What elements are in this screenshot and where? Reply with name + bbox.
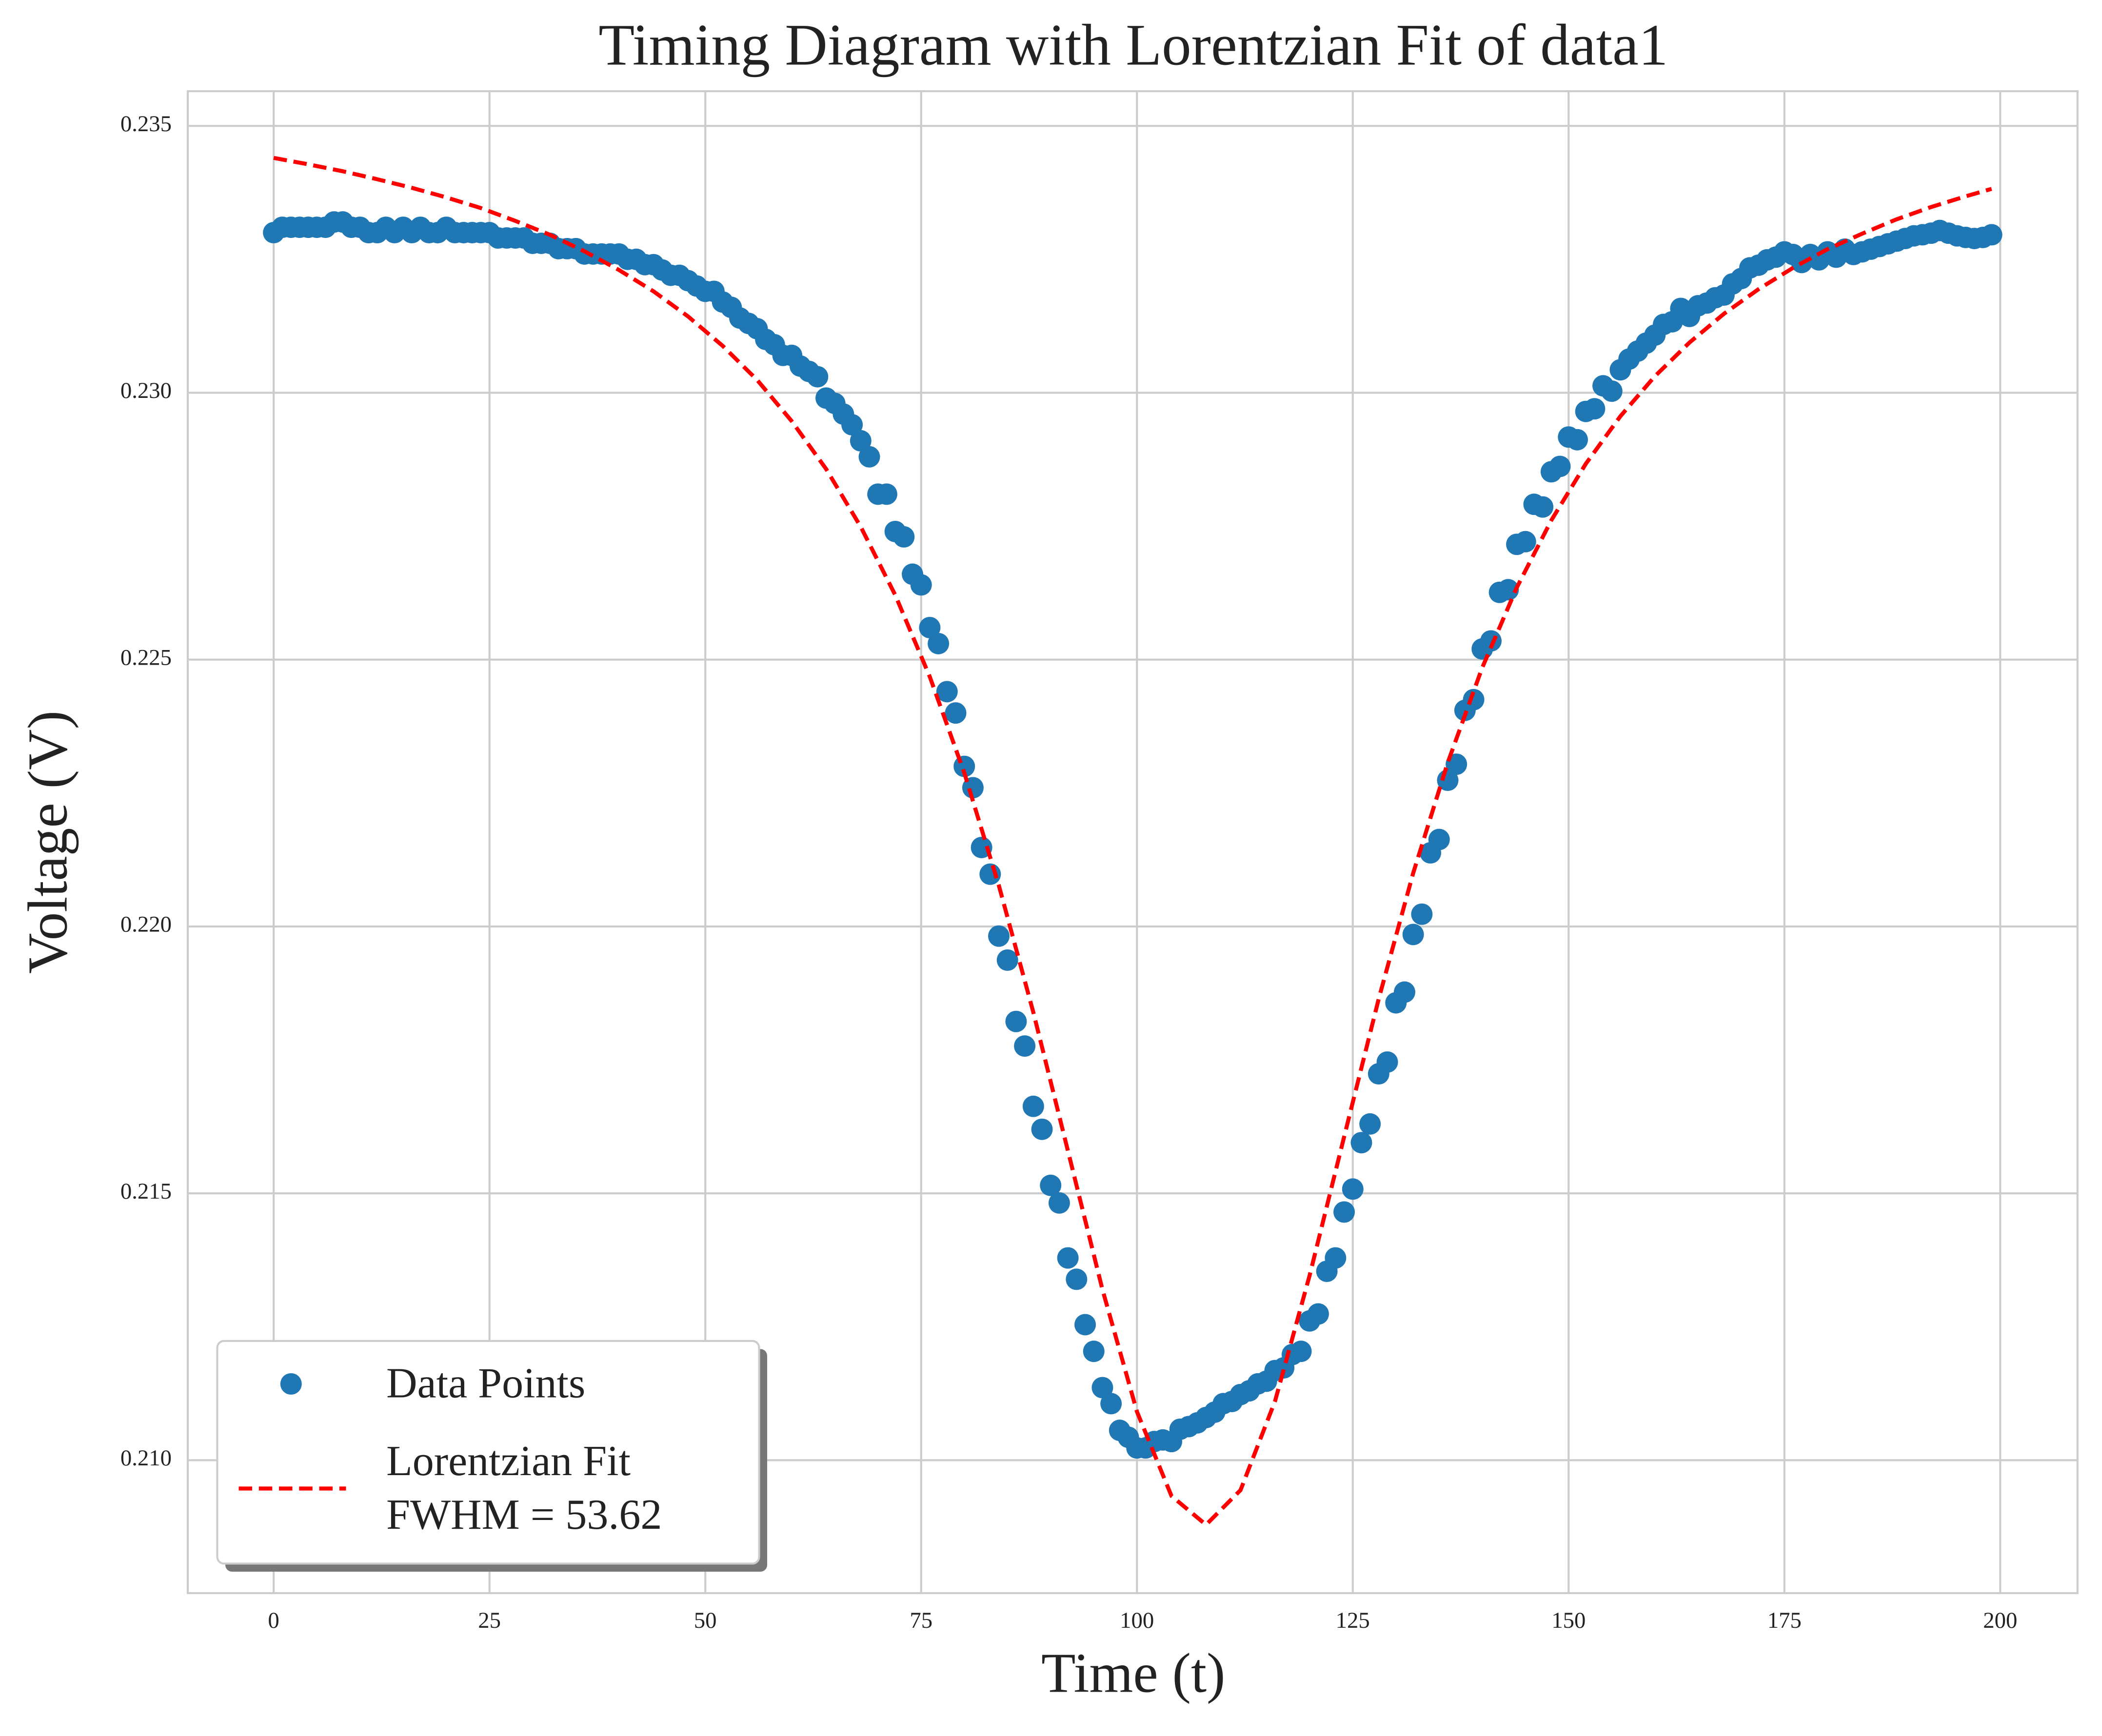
data-point	[1290, 1341, 1312, 1362]
legend-item: Lorentzian Fit FWHM = 53.62	[386, 1436, 662, 1539]
data-point	[841, 414, 863, 436]
data-point	[1333, 1201, 1355, 1223]
y-tick-label: 0.210	[120, 1445, 172, 1471]
data-point	[1601, 380, 1623, 402]
data-point	[1325, 1247, 1347, 1269]
data-point	[1981, 224, 2003, 246]
data-point	[988, 925, 1010, 947]
data-point	[919, 616, 941, 638]
data-point	[1411, 903, 1433, 925]
data-point	[1402, 924, 1424, 946]
data-point	[910, 574, 932, 596]
data-point	[1066, 1268, 1088, 1290]
x-tick-label: 175	[1767, 1608, 1802, 1633]
y-tick-label: 0.230	[120, 378, 172, 403]
data-point	[1031, 1118, 1053, 1140]
y-tick-label: 0.235	[120, 111, 172, 137]
y-tick-label: 0.220	[120, 912, 172, 937]
data-point	[1463, 689, 1485, 710]
data-point	[1350, 1132, 1372, 1154]
data-point	[928, 632, 950, 654]
x-tick-label: 50	[694, 1608, 717, 1633]
data-point	[1393, 981, 1415, 1003]
data-point	[850, 430, 872, 452]
x-axis-label: Time (t)	[1041, 1641, 1226, 1704]
data-point	[1307, 1303, 1329, 1325]
chart-title: Timing Diagram with Lorentzian Fit of da…	[598, 12, 1668, 78]
y-axis-label: Voltage (V)	[17, 710, 79, 974]
data-point	[1549, 455, 1571, 477]
data-point	[1091, 1377, 1113, 1399]
data-point	[1359, 1113, 1381, 1135]
data-point	[1022, 1095, 1044, 1117]
data-point	[1342, 1178, 1364, 1200]
y-tick-label: 0.225	[120, 645, 172, 670]
x-tick-label: 0	[268, 1608, 279, 1633]
data-point	[1584, 398, 1606, 420]
legend-marker	[280, 1373, 302, 1395]
data-point	[875, 483, 897, 505]
legend-box	[216, 1340, 760, 1565]
data-point	[893, 526, 915, 548]
data-point	[962, 777, 984, 799]
x-tick-label: 75	[910, 1608, 932, 1633]
data-point	[996, 949, 1018, 971]
data-point	[1514, 531, 1536, 552]
x-tick-label: 150	[1551, 1608, 1586, 1633]
marks	[263, 156, 2003, 1528]
legend: Data Points Lorentzian Fit FWHM = 53.62	[216, 1340, 768, 1572]
plot-frame	[186, 90, 2079, 1595]
data-point	[1014, 1035, 1036, 1057]
data-point	[1083, 1341, 1105, 1362]
data-point	[1074, 1314, 1096, 1336]
data-point	[1376, 1051, 1398, 1073]
data-point	[1048, 1192, 1070, 1214]
data-point	[1005, 1010, 1027, 1032]
data-point	[1100, 1393, 1122, 1415]
x-tick-label: 125	[1336, 1608, 1370, 1633]
data-point	[936, 681, 958, 703]
data-point	[1428, 829, 1450, 850]
data-point	[1040, 1174, 1062, 1196]
data-point	[979, 863, 1001, 885]
x-tick-label: 200	[1983, 1608, 2017, 1633]
data-point	[858, 446, 880, 468]
data-point	[807, 366, 829, 388]
legend-label: Lorentzian Fit FWHM = 53.62	[386, 1436, 662, 1539]
data-point	[1497, 579, 1519, 601]
legend-item: Data Points	[386, 1358, 586, 1407]
data-point	[945, 702, 967, 724]
x-tick-label: 25	[478, 1608, 501, 1633]
x-tick-label: 100	[1120, 1608, 1154, 1633]
fit-line	[273, 156, 1992, 1528]
data-point	[1566, 429, 1588, 451]
legend-label: Data Points	[386, 1358, 586, 1407]
data-point	[1532, 496, 1554, 518]
data-point	[1057, 1247, 1079, 1269]
grid	[188, 91, 2078, 1593]
data-point	[1480, 630, 1502, 652]
y-tick-label: 0.215	[120, 1179, 172, 1204]
